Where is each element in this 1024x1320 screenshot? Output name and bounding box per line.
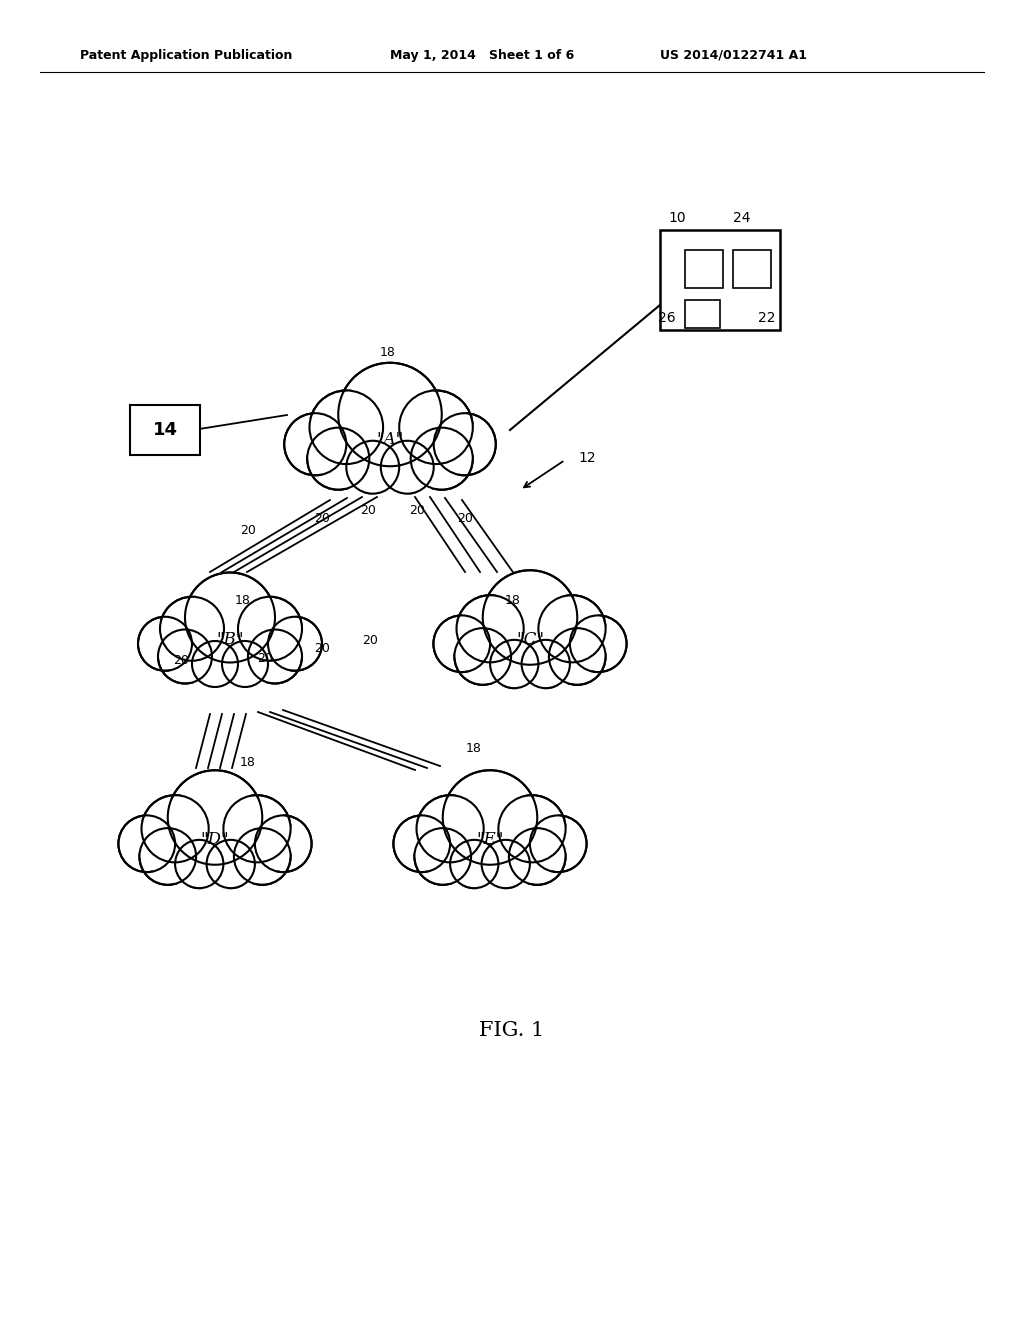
Text: 24: 24 (733, 211, 751, 224)
Circle shape (141, 795, 209, 862)
Text: 20: 20 (240, 524, 256, 536)
Text: 20: 20 (457, 511, 473, 524)
Circle shape (415, 828, 471, 884)
Text: "B": "B" (216, 631, 244, 648)
Circle shape (193, 642, 238, 686)
Circle shape (499, 795, 565, 862)
Text: 20: 20 (314, 511, 330, 524)
Circle shape (434, 413, 496, 475)
Circle shape (411, 428, 473, 490)
Circle shape (160, 597, 224, 661)
Text: Patent Application Publication: Patent Application Publication (80, 49, 293, 62)
Circle shape (255, 816, 311, 873)
Text: 18: 18 (236, 594, 251, 606)
Circle shape (222, 642, 268, 686)
Circle shape (433, 615, 490, 672)
Circle shape (119, 816, 175, 873)
Circle shape (529, 816, 587, 873)
Bar (130, 405, 200, 455)
Circle shape (139, 828, 197, 884)
Bar (660, 230, 780, 330)
Circle shape (309, 391, 383, 465)
Circle shape (399, 391, 473, 465)
Text: US 2014/0122741 A1: US 2014/0122741 A1 (660, 49, 807, 62)
Bar (685, 249, 723, 288)
Text: 20: 20 (409, 503, 425, 516)
Text: "C": "C" (516, 631, 544, 648)
Circle shape (521, 640, 570, 688)
Circle shape (393, 816, 451, 873)
Ellipse shape (136, 791, 294, 888)
Text: 18: 18 (505, 594, 521, 606)
Circle shape (381, 441, 434, 494)
Circle shape (509, 828, 565, 884)
Circle shape (248, 630, 302, 684)
Circle shape (338, 363, 441, 466)
Ellipse shape (412, 791, 568, 888)
Circle shape (175, 840, 223, 888)
Circle shape (442, 771, 538, 865)
Text: FIG. 1: FIG. 1 (479, 1020, 545, 1040)
Text: 20: 20 (257, 652, 273, 664)
Circle shape (457, 595, 523, 663)
Ellipse shape (304, 384, 476, 495)
Text: 10: 10 (668, 211, 686, 224)
Text: 20: 20 (314, 642, 330, 655)
Circle shape (238, 597, 302, 661)
Text: 14: 14 (153, 421, 177, 440)
Circle shape (451, 840, 499, 888)
Circle shape (268, 616, 322, 671)
Text: 20: 20 (173, 653, 189, 667)
Circle shape (549, 628, 605, 685)
Text: 18: 18 (240, 755, 256, 768)
Circle shape (346, 441, 399, 494)
Circle shape (482, 570, 578, 665)
Circle shape (417, 795, 483, 862)
Text: 18: 18 (380, 346, 396, 359)
Text: 26: 26 (658, 312, 676, 325)
Circle shape (455, 628, 511, 685)
Circle shape (158, 630, 212, 684)
Circle shape (185, 573, 275, 663)
Circle shape (539, 595, 605, 663)
Ellipse shape (452, 591, 608, 689)
Text: May 1, 2014   Sheet 1 of 6: May 1, 2014 Sheet 1 of 6 (390, 49, 574, 62)
Text: 20: 20 (360, 503, 376, 516)
Circle shape (207, 840, 255, 888)
Bar (685, 300, 720, 327)
Text: "A": "A" (377, 432, 403, 449)
Circle shape (223, 795, 291, 862)
Circle shape (138, 616, 193, 671)
Circle shape (570, 615, 627, 672)
Circle shape (168, 771, 262, 865)
Text: 18: 18 (466, 742, 482, 755)
Circle shape (490, 640, 539, 688)
Text: 12: 12 (578, 451, 596, 465)
Circle shape (285, 413, 346, 475)
Text: "E": "E" (476, 832, 504, 849)
Circle shape (481, 840, 529, 888)
Text: 22: 22 (758, 312, 775, 325)
Circle shape (307, 428, 370, 490)
Bar (733, 249, 771, 288)
Ellipse shape (155, 591, 305, 689)
Text: "D": "D" (201, 832, 229, 849)
Text: 20: 20 (362, 634, 378, 647)
Circle shape (233, 828, 291, 884)
